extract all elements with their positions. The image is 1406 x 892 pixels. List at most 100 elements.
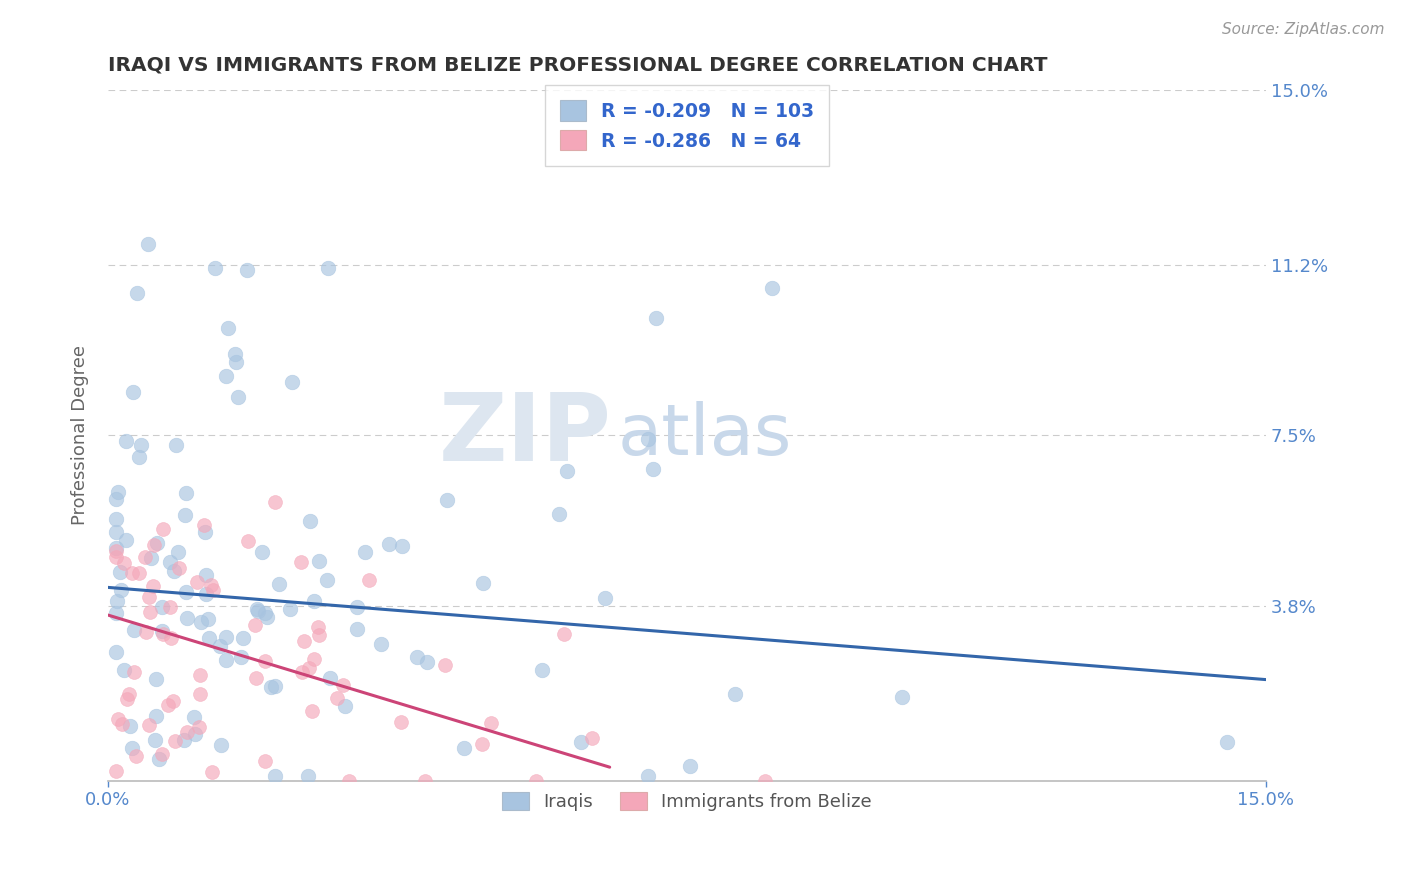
Point	[263, 769, 285, 783]
Point	[547, 507, 569, 521]
Point	[200, 577, 222, 591]
Text: IRAQI VS IMMIGRANTS FROM BELIZE PROFESSIONAL DEGREE CORRELATION CHART: IRAQI VS IMMIGRANTS FROM BELIZE PROFESSI…	[108, 55, 1047, 74]
Point	[225, 355, 247, 369]
Point	[112, 663, 135, 677]
Point	[139, 551, 162, 566]
Point	[593, 591, 616, 606]
Point	[174, 486, 197, 500]
Point	[159, 600, 181, 615]
Point	[104, 544, 127, 558]
Point	[318, 261, 340, 276]
Point	[142, 579, 165, 593]
Point	[215, 630, 238, 644]
Point	[134, 549, 156, 564]
Point	[333, 699, 356, 714]
Point	[115, 434, 138, 448]
Point	[150, 600, 173, 615]
Point	[104, 512, 127, 526]
Point	[298, 661, 321, 675]
Point	[346, 599, 368, 614]
Point	[183, 710, 205, 724]
Point	[555, 464, 578, 478]
Point	[145, 708, 167, 723]
Point	[142, 538, 165, 552]
Point	[235, 263, 257, 277]
Point	[110, 717, 132, 731]
Point	[138, 605, 160, 619]
Point	[152, 627, 174, 641]
Point	[121, 566, 143, 580]
Point	[637, 769, 659, 783]
Point	[204, 261, 226, 276]
Point	[112, 556, 135, 570]
Point	[297, 769, 319, 783]
Point	[290, 555, 312, 569]
Point	[436, 493, 458, 508]
Point	[215, 368, 238, 383]
Point	[315, 573, 337, 587]
Point	[236, 534, 259, 549]
Point	[553, 627, 575, 641]
Point	[645, 310, 668, 325]
Point	[260, 680, 283, 694]
Point	[453, 741, 475, 756]
Point	[890, 690, 912, 704]
Point	[471, 737, 494, 751]
Point	[232, 632, 254, 646]
Point	[173, 733, 195, 747]
Point	[173, 508, 195, 523]
Point	[122, 623, 145, 637]
Point	[302, 652, 325, 666]
Text: ZIP: ZIP	[439, 389, 612, 482]
Point	[197, 612, 219, 626]
Point	[104, 491, 127, 506]
Point	[104, 645, 127, 659]
Point	[152, 522, 174, 536]
Point	[754, 774, 776, 789]
Point	[110, 583, 132, 598]
Point	[215, 653, 238, 667]
Point	[304, 593, 326, 607]
Point	[337, 774, 360, 789]
Point	[433, 657, 456, 672]
Point	[415, 774, 437, 789]
Point	[176, 610, 198, 624]
Point	[194, 586, 217, 600]
Point	[188, 720, 211, 734]
Point	[209, 738, 232, 752]
Point	[190, 615, 212, 629]
Point	[250, 545, 273, 559]
Point	[125, 748, 148, 763]
Point	[143, 733, 166, 747]
Point	[107, 484, 129, 499]
Point	[194, 568, 217, 582]
Point	[291, 665, 314, 679]
Point	[114, 533, 136, 547]
Point	[190, 687, 212, 701]
Point	[245, 671, 267, 685]
Point	[253, 654, 276, 668]
Point	[319, 671, 342, 685]
Point	[253, 606, 276, 620]
Point	[246, 605, 269, 619]
Point	[176, 585, 198, 599]
Point	[254, 754, 277, 768]
Y-axis label: Professional Degree: Professional Degree	[72, 345, 89, 525]
Point	[107, 712, 129, 726]
Point	[127, 285, 149, 300]
Point	[159, 556, 181, 570]
Point	[186, 574, 208, 589]
Point	[246, 602, 269, 616]
Point	[148, 752, 170, 766]
Point	[165, 437, 187, 451]
Point	[122, 385, 145, 400]
Point	[354, 545, 377, 559]
Point	[138, 590, 160, 604]
Point	[243, 618, 266, 632]
Point	[105, 549, 128, 564]
Point	[299, 514, 322, 528]
Point	[346, 622, 368, 636]
Point	[415, 656, 437, 670]
Point	[136, 236, 159, 251]
Point	[129, 438, 152, 452]
